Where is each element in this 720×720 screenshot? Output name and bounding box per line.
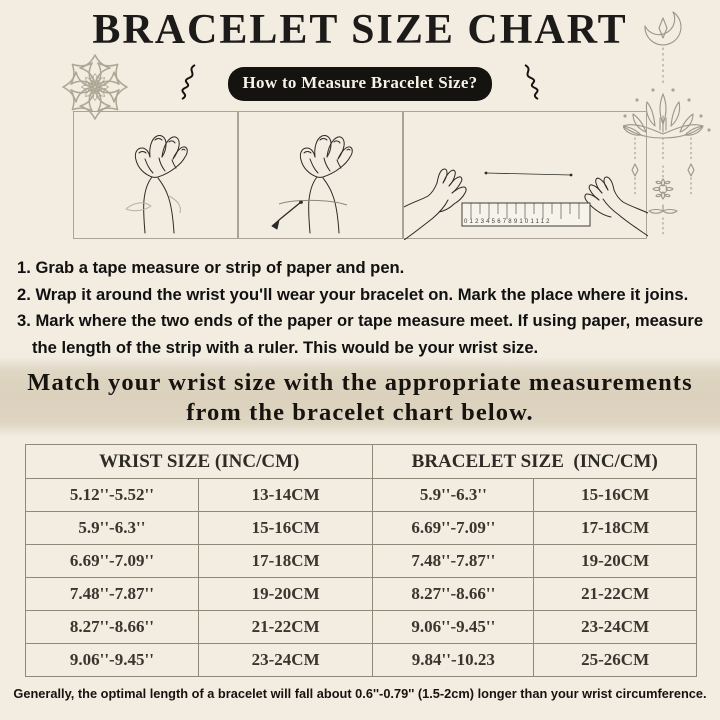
svg-text:0123456789101112: 0123456789101112 <box>464 219 552 225</box>
